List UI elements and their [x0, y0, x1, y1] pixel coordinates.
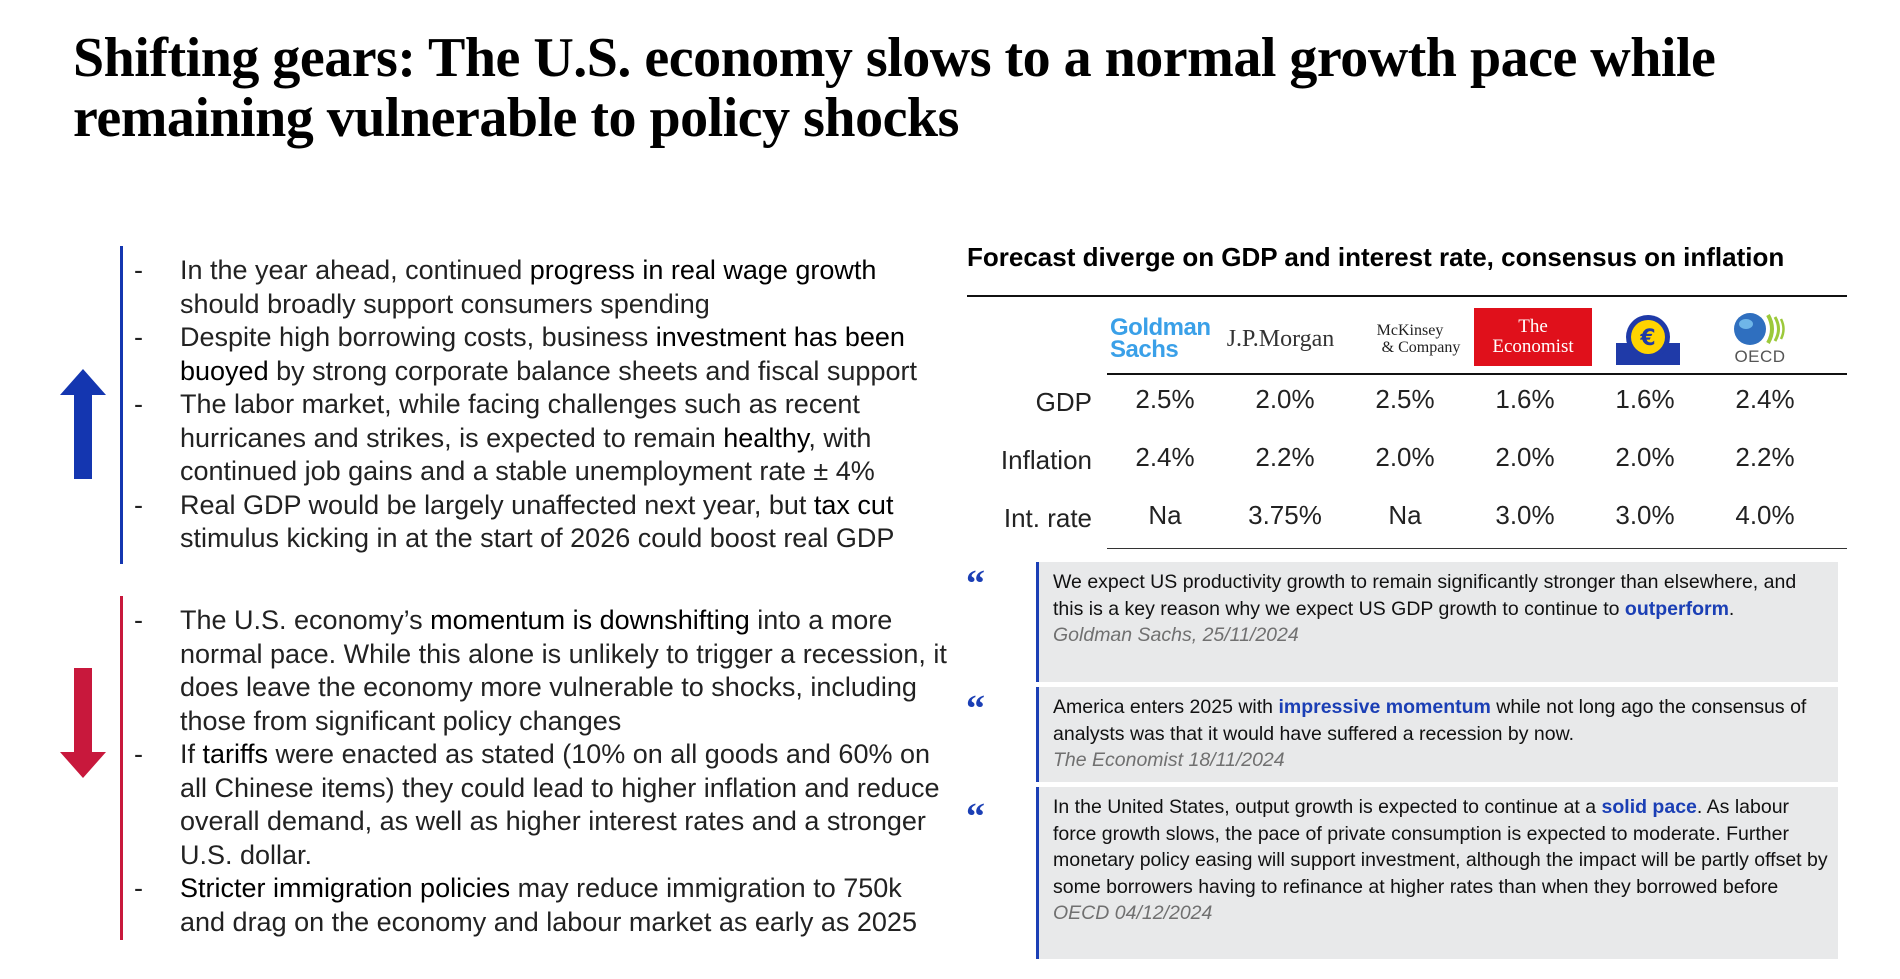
quote-goldman: We expect US productivity growth to rema…: [1036, 562, 1838, 682]
quote-source: OECD 04/12/2024: [1053, 902, 1213, 924]
table-cell: 2.0%: [1375, 442, 1435, 472]
row-label-int-rate: Int. rate: [1003, 503, 1092, 533]
economist-logo: The Economist: [1474, 308, 1592, 366]
downside-bar: [120, 596, 123, 940]
page-title: Shifting gears: The U.S. economy slows t…: [73, 27, 1716, 149]
table-header-rule: [1107, 373, 1847, 375]
svg-text:€: €: [1639, 326, 1655, 351]
quote-mark-icon: “: [966, 688, 985, 730]
list-item: - Despite high borrowing costs, business …: [134, 322, 917, 386]
list-item: - If tariffs were enacted as stated (10% …: [134, 739, 940, 870]
table-cell: 1.6%: [1615, 384, 1675, 414]
table-cell: 1.6%: [1495, 384, 1555, 414]
oecd-globe-logo-icon: [1734, 313, 1785, 345]
list-item: - The labor market, while facing challeng…: [134, 389, 875, 486]
jpmorgan-logo: J.P.Morgan: [1226, 325, 1335, 352]
downside-bullets: - The U.S. economy’s momentum is downshif…: [134, 604, 954, 939]
list-item: - Stricter immigration policies may reduc…: [134, 873, 917, 937]
quote-source: The Economist 18/11/2024: [1053, 749, 1285, 771]
forecast-title: Forecast diverge on GDP and interest rat…: [967, 242, 1785, 272]
row-label-inflation: Inflation: [1000, 445, 1092, 475]
list-item: - In the year ahead, continued progress i…: [134, 255, 877, 319]
oecd-logo: OECD: [1725, 310, 1795, 368]
list-item: - Real GDP would be largely unaffected ne…: [134, 489, 895, 554]
table-cell: 2.2%: [1255, 442, 1315, 472]
table-cell: 4.0%: [1735, 500, 1795, 530]
table-cell: 2.0%: [1255, 384, 1315, 414]
ecb-euro-logo-icon: €: [1614, 310, 1682, 368]
table-top-rule: [967, 295, 1847, 297]
table-cell: 2.0%: [1495, 442, 1555, 472]
row-label-gdp: GDP: [1035, 387, 1092, 417]
table-cell: 3.0%: [1495, 500, 1555, 530]
quote-mark-icon: “: [966, 563, 985, 605]
table-cell: 2.5%: [1375, 384, 1435, 414]
table-cell: 3.0%: [1615, 500, 1675, 530]
goldman-sachs-logo: Goldman Sachs: [1110, 314, 1211, 363]
quote-economist: America enters 2025 with impressive mome…: [1036, 687, 1838, 782]
table-cell: 3.75%: [1248, 500, 1322, 530]
mckinsey-logo: McKinsey & Company: [1376, 322, 1461, 356]
down-arrow-icon: [60, 668, 106, 778]
upside-bar: [120, 246, 123, 564]
list-item: - The U.S. economy’s momentum is downshif…: [134, 605, 947, 736]
table-cell: 2.4%: [1735, 384, 1795, 414]
quote-oecd: In the United States, output growth is e…: [1036, 787, 1838, 959]
table-cell: 2.2%: [1735, 442, 1795, 472]
upside-bullets: - In the year ahead, continued progress i…: [134, 254, 954, 556]
table-bottom-rule: [1107, 548, 1847, 549]
table-cell: 2.5%: [1135, 384, 1195, 414]
table-cell: Na: [1148, 500, 1182, 530]
quote-source: Goldman Sachs, 25/11/2024: [1053, 624, 1299, 646]
table-cell: Na: [1388, 500, 1422, 530]
quote-mark-icon: “: [966, 796, 985, 838]
up-arrow-icon: [60, 369, 106, 479]
table-cell: 2.4%: [1135, 442, 1195, 472]
table-cell: 2.0%: [1615, 442, 1675, 472]
